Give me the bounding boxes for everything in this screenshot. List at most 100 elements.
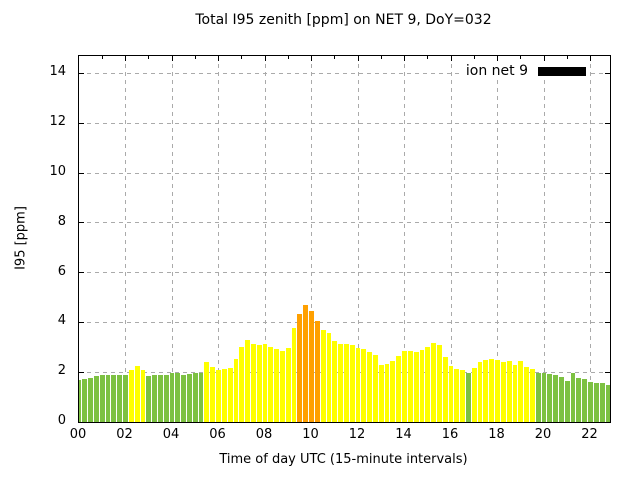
plot-area: ion net 9 xyxy=(78,55,611,423)
x-minor-tick-top xyxy=(287,56,289,59)
y-tick-left xyxy=(79,371,84,373)
y-tick-right xyxy=(605,72,610,74)
bar xyxy=(547,374,553,422)
bar xyxy=(431,342,436,422)
bar xyxy=(250,344,256,422)
x-tick-label: 18 xyxy=(488,427,505,442)
x-tick-label: 14 xyxy=(395,427,412,442)
bar xyxy=(384,363,390,422)
bar xyxy=(495,360,500,422)
bar xyxy=(535,372,541,422)
bar xyxy=(407,350,413,422)
bar xyxy=(216,370,221,422)
bar xyxy=(111,375,117,422)
bar xyxy=(245,339,250,422)
bar xyxy=(471,368,477,422)
y-tick-right xyxy=(605,272,610,274)
bar xyxy=(425,346,431,422)
bar xyxy=(314,321,320,422)
y-tick-label: 14 xyxy=(49,64,66,80)
bar xyxy=(553,374,559,422)
bar xyxy=(506,361,512,422)
bar xyxy=(210,367,216,422)
x-gridline xyxy=(590,56,591,422)
bar xyxy=(343,344,349,422)
x-gridline xyxy=(171,56,173,422)
x-tick-label: 04 xyxy=(162,427,180,442)
bar xyxy=(570,373,576,422)
bar xyxy=(413,351,419,422)
bar xyxy=(181,375,187,422)
bar xyxy=(541,372,547,422)
bar xyxy=(239,347,245,422)
y-tick-right xyxy=(605,122,610,124)
bar xyxy=(460,369,466,422)
bar xyxy=(599,383,605,422)
x-minor-tick-top xyxy=(148,56,150,59)
x-gridline xyxy=(264,56,266,422)
x-minor-tick-top xyxy=(590,56,591,61)
bar xyxy=(233,359,239,422)
bar xyxy=(291,328,297,422)
bar xyxy=(355,348,361,422)
y-gridline xyxy=(79,72,610,74)
bar xyxy=(361,349,367,422)
bar xyxy=(88,377,94,422)
bar xyxy=(442,357,448,422)
y-gridline xyxy=(79,222,610,224)
y-gridline xyxy=(79,321,610,323)
legend-swatch xyxy=(538,66,586,76)
x-minor-tick-top xyxy=(520,56,522,59)
x-tick-label: 00 xyxy=(69,427,87,442)
y-tick-left xyxy=(79,122,84,124)
x-minor-tick-top xyxy=(497,56,498,61)
x-tick-label: 16 xyxy=(441,427,459,442)
x-gridline xyxy=(357,56,359,422)
x-gridline xyxy=(311,56,312,422)
bar xyxy=(483,359,489,422)
x-tick-label: 06 xyxy=(209,427,226,442)
y-tick-label: 6 xyxy=(57,263,66,279)
bar xyxy=(268,346,274,422)
bar xyxy=(187,373,192,422)
y-gridline xyxy=(79,172,610,174)
bar xyxy=(140,369,146,422)
x-gridline xyxy=(450,56,452,422)
bar xyxy=(559,376,564,422)
x-tick-label: 08 xyxy=(255,427,273,442)
bar xyxy=(152,375,157,422)
bar xyxy=(605,384,610,422)
x-minor-tick-top xyxy=(311,56,312,61)
x-minor-tick-top xyxy=(450,56,452,61)
y-tick-left xyxy=(79,72,84,74)
x-minor-tick-top xyxy=(357,56,359,61)
bar xyxy=(163,374,169,422)
x-minor-tick-top xyxy=(218,56,219,61)
x-minor-tick-top xyxy=(101,56,103,59)
x-minor-tick-top xyxy=(427,56,429,59)
bar xyxy=(309,310,314,422)
bar xyxy=(582,378,588,422)
bar xyxy=(320,329,326,422)
bar xyxy=(396,356,402,422)
x-gridline xyxy=(543,56,545,422)
bar xyxy=(378,364,384,422)
bar xyxy=(262,344,268,422)
y-tick-left xyxy=(79,272,84,274)
bar xyxy=(338,344,343,422)
bar xyxy=(477,362,483,422)
y-tick-left xyxy=(79,172,84,174)
bar xyxy=(436,344,442,422)
bar xyxy=(227,367,233,422)
bar xyxy=(128,369,134,422)
y-tick-left xyxy=(79,222,84,224)
bar xyxy=(82,379,88,422)
y-tick-label: 4 xyxy=(57,313,66,329)
y-tick-right xyxy=(605,321,610,323)
x-tick-label: 10 xyxy=(302,427,319,442)
bar xyxy=(79,379,82,422)
bar xyxy=(285,348,291,422)
bar xyxy=(146,375,152,422)
bar xyxy=(332,340,338,422)
y-tick-label: 8 xyxy=(57,213,66,229)
